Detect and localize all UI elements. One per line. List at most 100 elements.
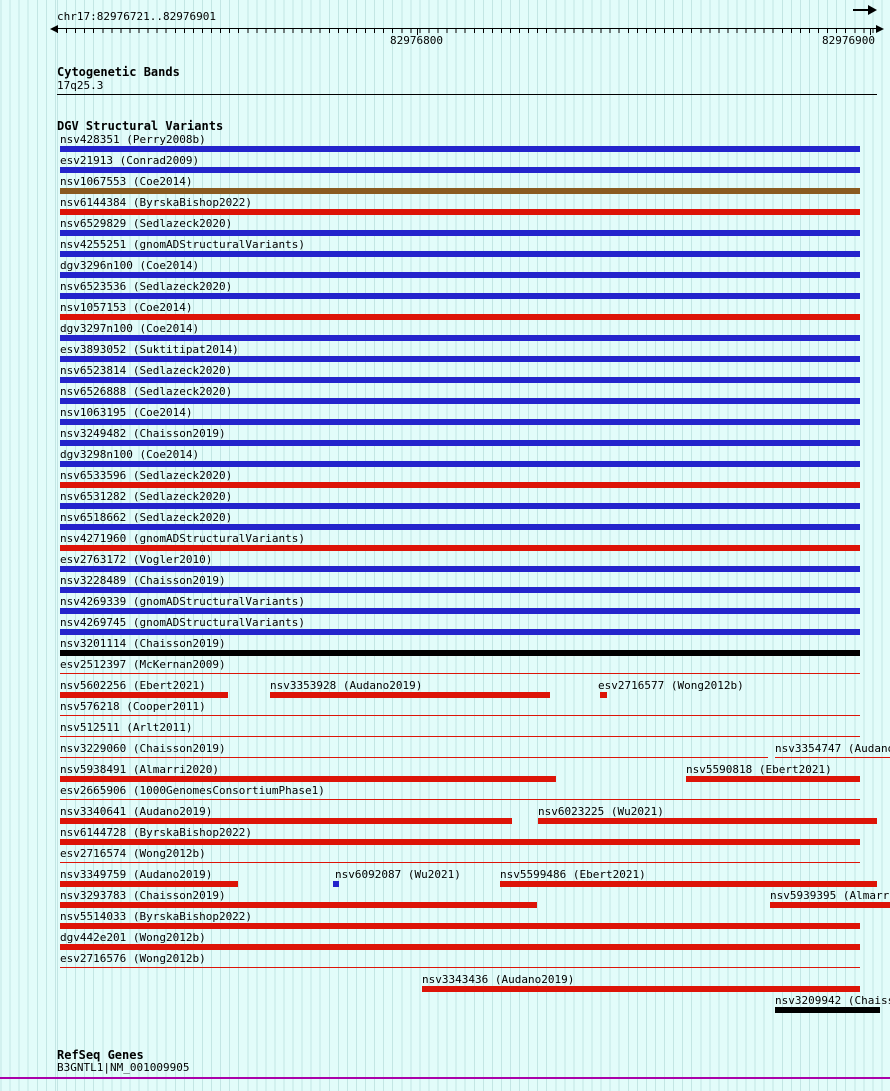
variant-bar[interactable] [60, 398, 860, 404]
variant-label[interactable]: nsv3343436 (Audano2019) [422, 973, 575, 986]
variant-label[interactable]: dgv3296n100 (Coe2014) [60, 259, 200, 272]
variant-bar[interactable] [60, 776, 556, 782]
variant-bar[interactable] [60, 209, 860, 215]
variant-bar[interactable] [60, 862, 860, 863]
variant-bar[interactable] [60, 230, 860, 236]
variant-bar[interactable] [60, 314, 860, 320]
variant-label[interactable]: nsv3209942 (Chaisson2019) [775, 994, 890, 1007]
variant-label[interactable]: nsv6529829 (Sedlazeck2020) [60, 217, 233, 230]
variant-label[interactable]: nsv6533596 (Sedlazeck2020) [60, 469, 233, 482]
variant-label[interactable]: nsv428351 (Perry2008b) [60, 133, 206, 146]
gene-glyph[interactable] [0, 1077, 890, 1079]
variant-label[interactable]: nsv4269745 (gnomADStructuralVariants) [60, 616, 306, 629]
variant-bar[interactable] [60, 167, 860, 173]
variant-label[interactable]: nsv6518662 (Sedlazeck2020) [60, 511, 233, 524]
variant-label[interactable]: esv2716577 (Wong2012b) [598, 679, 744, 692]
variant-label[interactable]: esv2512397 (McKernan2009) [60, 658, 226, 671]
variant-label[interactable]: nsv5514033 (ByrskaBishop2022) [60, 910, 253, 923]
variant-bar[interactable] [60, 335, 860, 341]
variant-label[interactable]: nsv3354747 (Audano2019) [775, 742, 890, 755]
variant-label[interactable]: nsv3293783 (Chaisson2019) [60, 889, 226, 902]
variant-label[interactable]: nsv6526888 (Sedlazeck2020) [60, 385, 233, 398]
variant-label[interactable]: nsv5590818 (Ebert2021) [686, 763, 832, 776]
variant-bar[interactable] [538, 818, 877, 824]
variant-label[interactable]: nsv1067553 (Coe2014) [60, 175, 193, 188]
variant-label[interactable]: nsv6523536 (Sedlazeck2020) [60, 280, 233, 293]
variant-bar[interactable] [333, 881, 339, 887]
variant-label[interactable]: nsv5599486 (Ebert2021) [500, 868, 646, 881]
variant-label[interactable]: esv21913 (Conrad2009) [60, 154, 200, 167]
variant-bar[interactable] [60, 650, 860, 656]
variant-label[interactable]: nsv3229060 (Chaisson2019) [60, 742, 226, 755]
variant-label[interactable]: esv2716574 (Wong2012b) [60, 847, 206, 860]
variant-label[interactable]: nsv4255251 (gnomADStructuralVariants) [60, 238, 306, 251]
variant-label[interactable]: nsv3340641 (Audano2019) [60, 805, 213, 818]
variant-bar[interactable] [60, 839, 860, 845]
variant-bar[interactable] [60, 923, 860, 929]
variant-bar[interactable] [60, 440, 860, 446]
variant-label[interactable]: dgv3298n100 (Coe2014) [60, 448, 200, 461]
variant-bar[interactable] [60, 692, 228, 698]
variant-bar[interactable] [60, 188, 860, 194]
cytoband-glyph[interactable] [57, 94, 877, 95]
variant-label[interactable]: nsv576218 (Cooper2011) [60, 700, 206, 713]
variant-bar[interactable] [500, 881, 877, 887]
variant-bar[interactable] [60, 818, 512, 824]
variant-bar[interactable] [60, 736, 860, 737]
variant-bar[interactable] [60, 673, 860, 674]
variant-label[interactable]: nsv3353928 (Audano2019) [270, 679, 423, 692]
variant-label[interactable]: nsv6523814 (Sedlazeck2020) [60, 364, 233, 377]
variant-label[interactable]: nsv6092087 (Wu2021) [335, 868, 461, 881]
variant-bar[interactable] [60, 629, 860, 635]
variant-label[interactable]: nsv5938491 (Almarri2020) [60, 763, 219, 776]
variant-label[interactable]: nsv1063195 (Coe2014) [60, 406, 193, 419]
variant-bar[interactable] [60, 967, 860, 968]
variant-label[interactable]: dgv3297n100 (Coe2014) [60, 322, 200, 335]
variant-label[interactable]: esv2716576 (Wong2012b) [60, 952, 206, 965]
variant-label[interactable]: esv2763172 (Vogler2010) [60, 553, 213, 566]
variant-bar[interactable] [686, 776, 860, 782]
variant-bar[interactable] [60, 587, 860, 593]
variant-bar[interactable] [60, 482, 860, 488]
variant-label[interactable]: nsv6531282 (Sedlazeck2020) [60, 490, 233, 503]
variant-bar[interactable] [60, 419, 860, 425]
variant-label[interactable]: nsv3249482 (Chaisson2019) [60, 427, 226, 440]
variant-label[interactable]: nsv5602256 (Ebert2021) [60, 679, 206, 692]
variant-bar[interactable] [60, 377, 860, 383]
variant-label[interactable]: esv3893052 (Suktitipat2014) [60, 343, 239, 356]
variant-label[interactable]: nsv3349759 (Audano2019) [60, 868, 213, 881]
variant-bar[interactable] [60, 503, 860, 509]
variant-label[interactable]: nsv4269339 (gnomADStructuralVariants) [60, 595, 306, 608]
gene-label[interactable]: B3GNTL1|NM_001009905 [57, 1061, 190, 1074]
variant-label[interactable]: nsv6144384 (ByrskaBishop2022) [60, 196, 253, 209]
variant-bar[interactable] [600, 692, 607, 698]
variant-bar[interactable] [60, 944, 860, 950]
variant-bar[interactable] [60, 902, 537, 908]
variant-bar[interactable] [60, 545, 860, 551]
variant-bar[interactable] [60, 715, 860, 716]
variant-bar[interactable] [60, 608, 860, 614]
variant-label[interactable]: nsv6023225 (Wu2021) [538, 805, 664, 818]
variant-bar[interactable] [775, 1007, 880, 1013]
variant-bar[interactable] [775, 757, 890, 758]
variant-label[interactable]: esv2665906 (1000GenomesConsortiumPhase1) [60, 784, 325, 797]
variant-bar[interactable] [60, 881, 238, 887]
variant-bar[interactable] [60, 799, 860, 800]
variant-bar[interactable] [770, 902, 890, 908]
variant-bar[interactable] [60, 566, 860, 572]
variant-bar[interactable] [60, 251, 860, 257]
variant-label[interactable]: dgv442e201 (Wong2012b) [60, 931, 206, 944]
variant-label[interactable]: nsv1057153 (Coe2014) [60, 301, 193, 314]
variant-label[interactable]: nsv512511 (Arlt2011) [60, 721, 193, 734]
variant-bar[interactable] [60, 146, 860, 152]
variant-bar[interactable] [60, 524, 860, 530]
variant-bar[interactable] [60, 757, 768, 758]
variant-label[interactable]: nsv3228489 (Chaisson2019) [60, 574, 226, 587]
variant-bar[interactable] [270, 692, 550, 698]
variant-bar[interactable] [60, 272, 860, 278]
scroll-right-icon[interactable] [853, 5, 877, 15]
ruler-line[interactable] [57, 28, 877, 29]
variant-label[interactable]: nsv4271960 (gnomADStructuralVariants) [60, 532, 306, 545]
variant-label[interactable]: nsv5939395 (Almarri2020) [770, 889, 890, 902]
variant-label[interactable]: nsv6144728 (ByrskaBishop2022) [60, 826, 253, 839]
